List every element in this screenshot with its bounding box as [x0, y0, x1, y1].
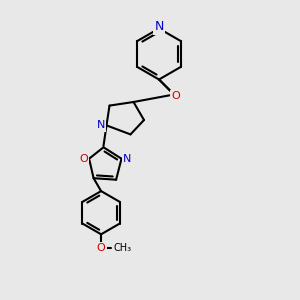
Text: N: N: [97, 120, 105, 130]
Text: O: O: [97, 243, 106, 253]
Text: O: O: [171, 91, 180, 101]
Text: CH₃: CH₃: [114, 243, 132, 253]
Text: N: N: [123, 154, 131, 164]
Text: N: N: [154, 20, 164, 34]
Text: O: O: [79, 154, 88, 164]
